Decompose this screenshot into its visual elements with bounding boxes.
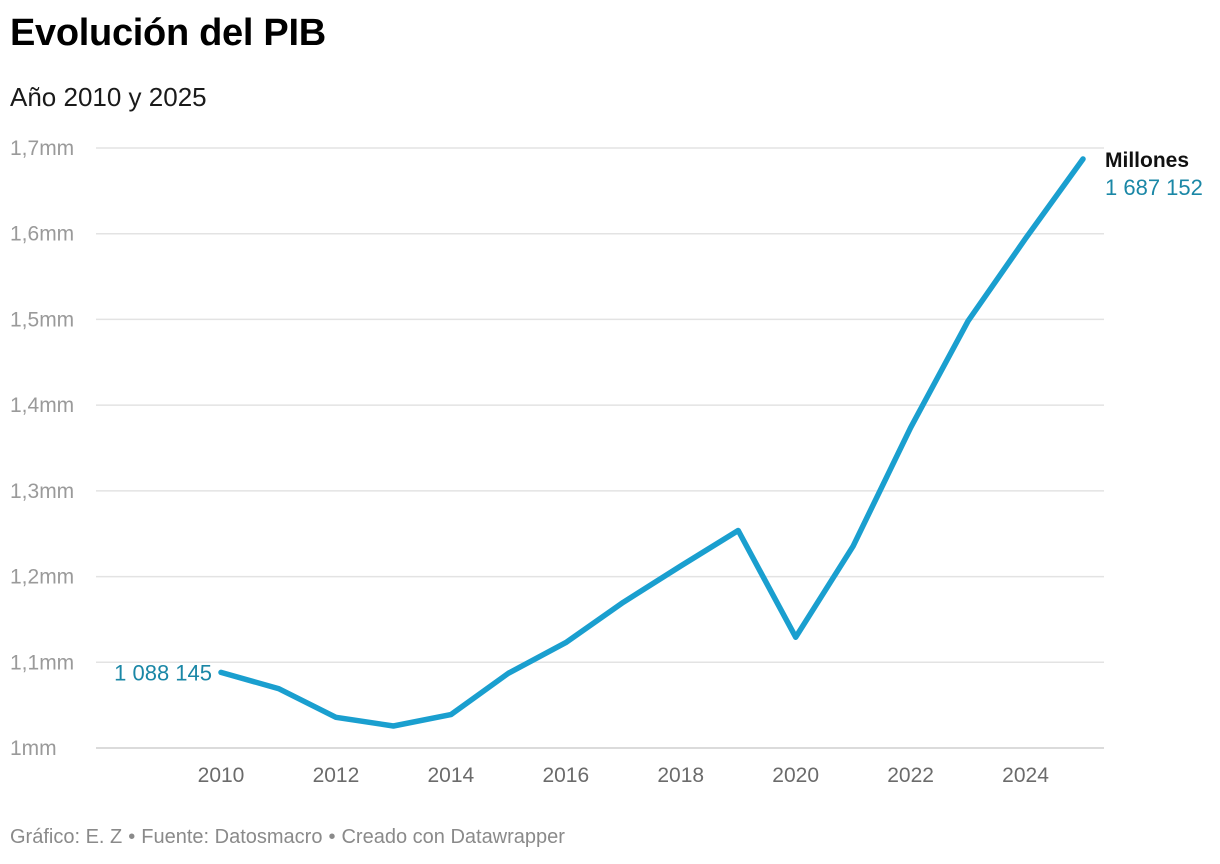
y-tick-label: 1,6mm <box>10 223 74 246</box>
footer-source: Fuente: Datosmacro <box>141 826 323 848</box>
x-tick-label: 2018 <box>657 764 704 787</box>
y-tick-label: 1,2mm <box>10 566 74 589</box>
y-tick-label: 1,1mm <box>10 651 74 674</box>
x-axis: 2010 2012 2014 2016 2018 2020 2022 2024 <box>198 764 1050 787</box>
grid-lines <box>96 147 1104 749</box>
y-tick-label: 1,7mm <box>10 137 74 160</box>
x-tick-label: 2016 <box>542 764 589 787</box>
y-tick-label: 1,5mm <box>10 308 74 331</box>
footer-separator: • <box>328 826 336 848</box>
x-tick-label: 2012 <box>313 764 360 787</box>
y-axis: 1mm 1,1mm 1,2mm 1,3mm 1,4mm 1,5mm 1,6mm 1,7mm <box>10 137 74 760</box>
y-tick-label: 1,4mm <box>10 394 74 417</box>
start-value-label: 1 088 145 <box>114 660 212 685</box>
chart-subtitle: Año 2010 y 2025 <box>10 82 207 112</box>
chart-title: Evolución del PIB <box>10 12 326 54</box>
footer-separator: • <box>128 826 136 848</box>
y-tick-label: 1mm <box>10 737 57 760</box>
footer-credit: Gráfico: E. Z <box>10 826 123 848</box>
footer-tool: Creado con Datawrapper <box>341 826 565 848</box>
x-tick-label: 2024 <box>1002 764 1049 787</box>
x-tick-label: 2020 <box>772 764 819 787</box>
series-line-millones <box>218 156 1086 729</box>
y-tick-label: 1,3mm <box>10 480 74 503</box>
series-layer <box>218 156 1086 729</box>
series-name-label: Millones <box>1105 149 1189 172</box>
chart-footer: Gráfico: E. Z • Fuente: Datosmacro • Creado … <box>10 826 565 849</box>
end-value-label: 1 687 152 <box>1105 175 1203 200</box>
x-tick-label: 2014 <box>428 764 475 787</box>
x-tick-label: 2010 <box>198 764 245 787</box>
annotation-layer: 1 088 145 Millones 1 687 152 <box>114 149 1203 685</box>
x-tick-label: 2022 <box>887 764 934 787</box>
